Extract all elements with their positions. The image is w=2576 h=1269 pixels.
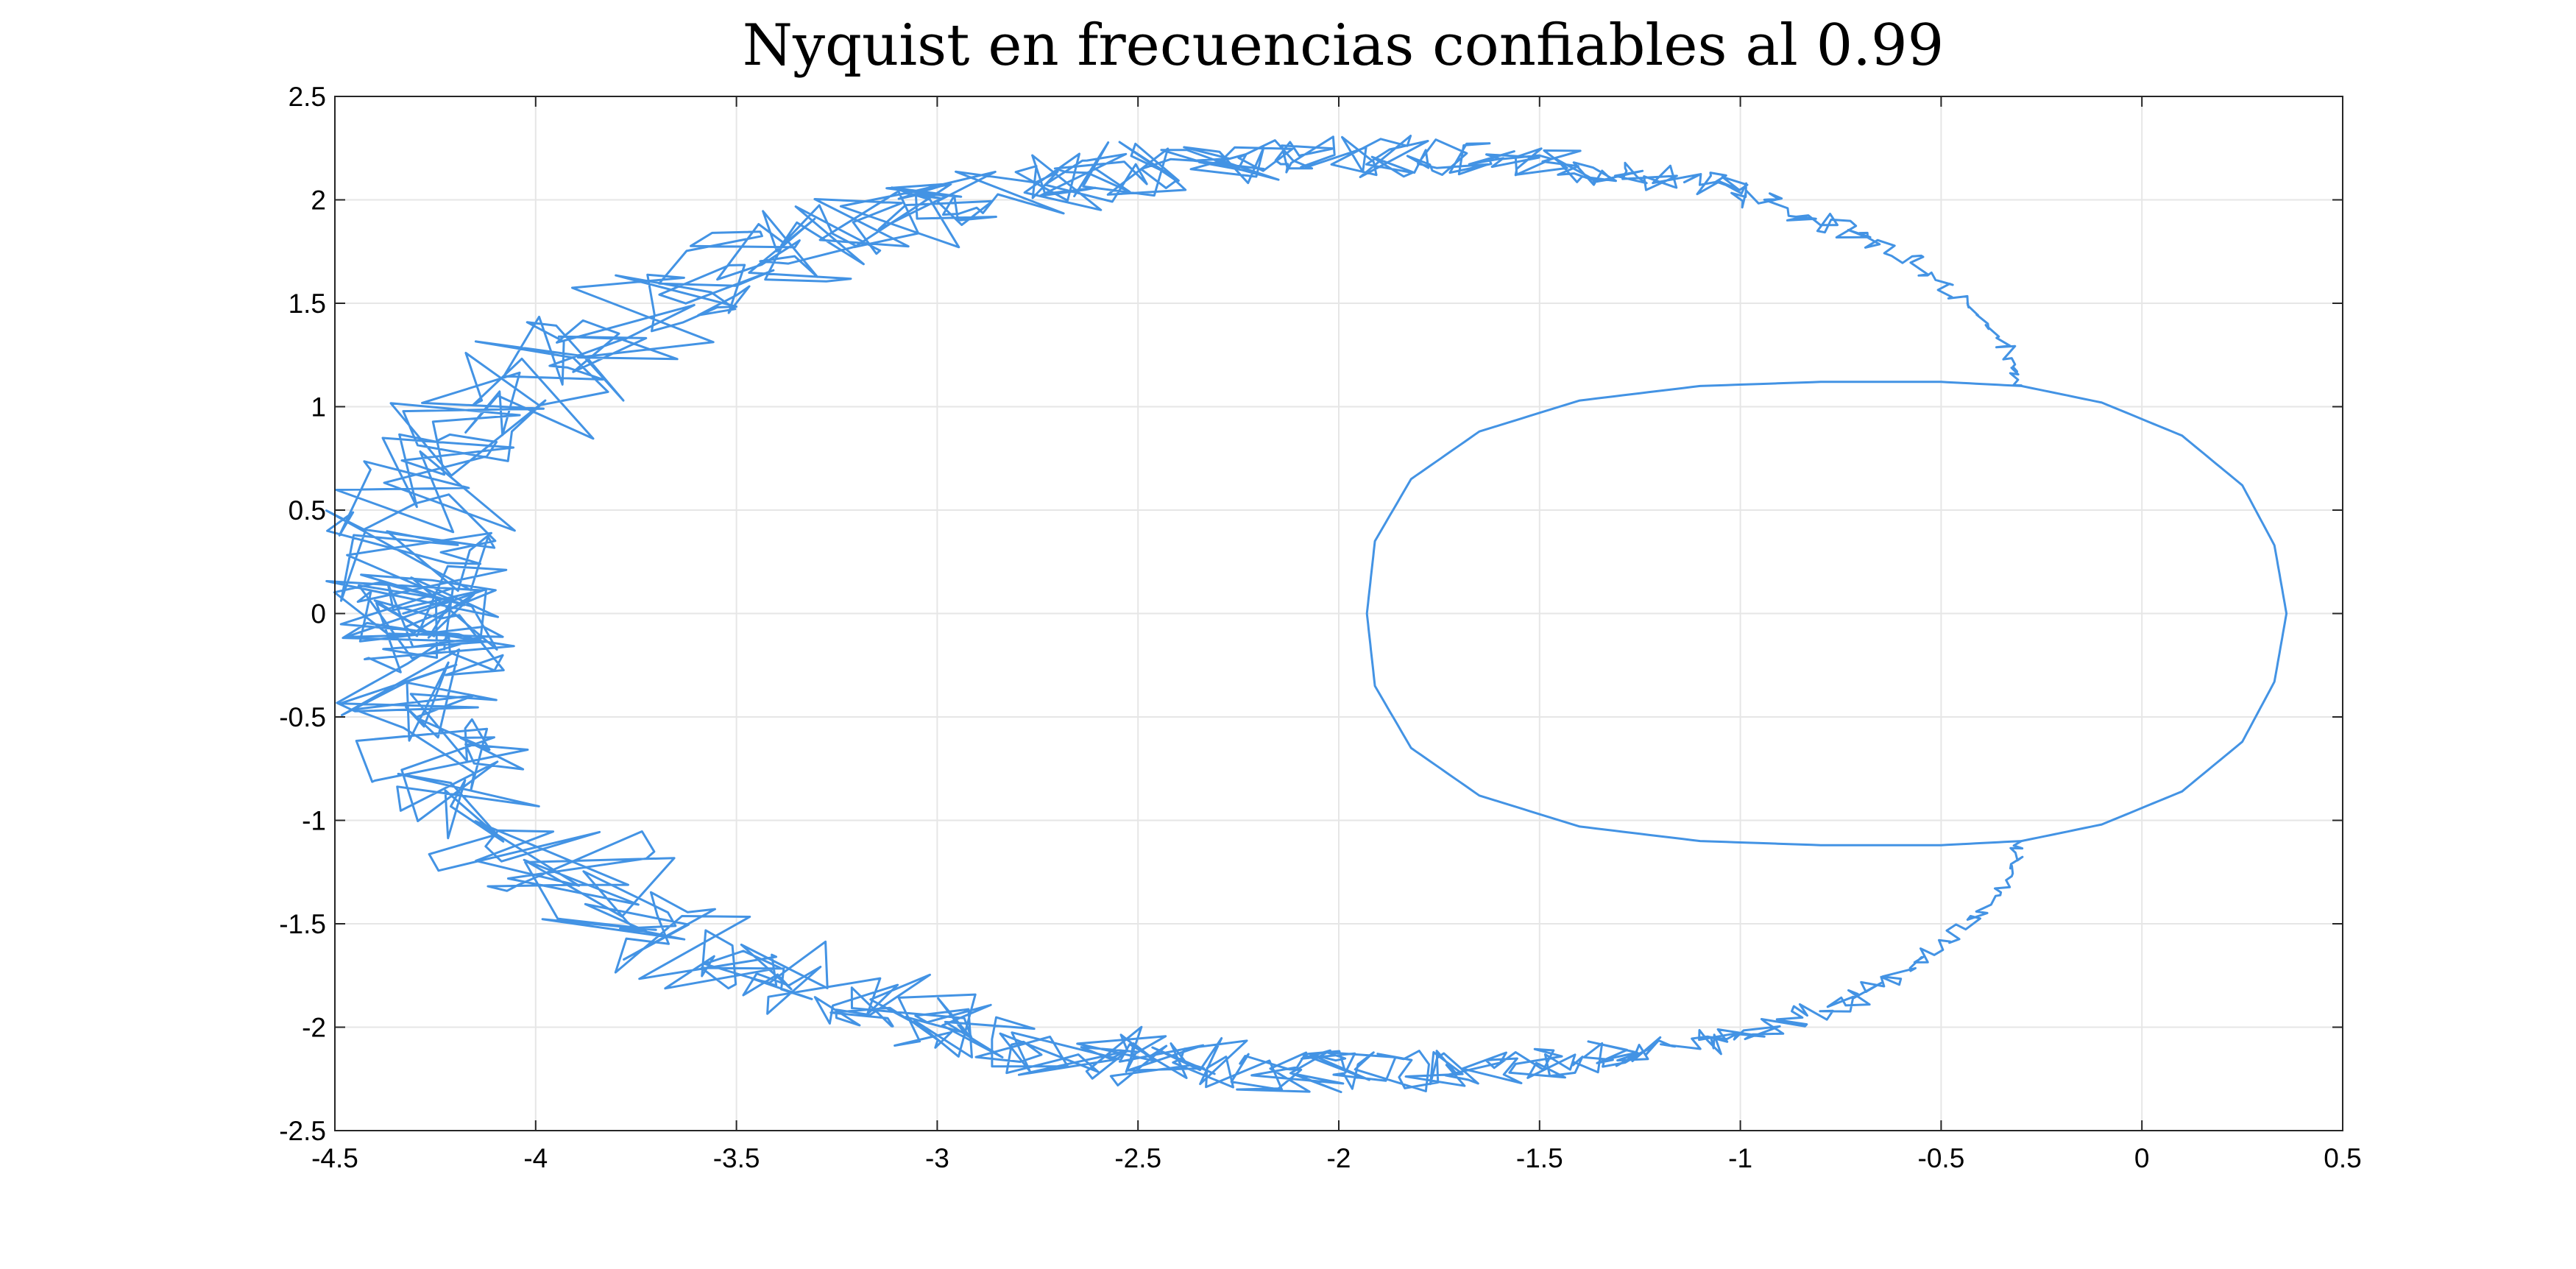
series-line [1365, 381, 2288, 846]
series-line [336, 582, 2024, 1094]
x-tick-label: 0.5 [2324, 1143, 2361, 1173]
y-tick-label: -2 [302, 1013, 326, 1043]
y-tick-label: -2.5 [279, 1116, 326, 1146]
y-tick-label: 2 [311, 185, 326, 216]
x-tick-label: -2 [1327, 1143, 1351, 1173]
y-tick-label: 1 [311, 392, 326, 423]
x-tick-label: -1.5 [1516, 1143, 1563, 1173]
y-tick-label: 0 [311, 599, 326, 629]
x-tick-label: 0 [2134, 1143, 2150, 1173]
y-tick-label: 0.5 [289, 495, 326, 526]
x-tick-label: -2.5 [1114, 1143, 1161, 1173]
chart-title: Nyquist en frecuencias confiables al 0.9… [743, 13, 1945, 79]
y-tick-label: 2.5 [289, 82, 326, 112]
x-tick-label: -4.5 [311, 1143, 358, 1173]
y-tick-label: -1.5 [279, 909, 326, 939]
x-tick-label: -0.5 [1918, 1143, 1965, 1173]
series-layer [325, 135, 2288, 1094]
y-tick-label: -0.5 [279, 702, 326, 732]
x-tick-label: -3 [925, 1143, 949, 1173]
x-tick-label: -4 [523, 1143, 548, 1173]
axes: -4.5 -4 -3.5 -3 -2.5 -2 -1.5 -1 -0.5 0 0.5 -2.5 -2 -1… [279, 82, 2361, 1173]
y-tick-label: -1 [302, 806, 326, 836]
grid [335, 96, 2343, 1131]
series-line [325, 135, 2023, 651]
y-tick-label: 1.5 [289, 289, 326, 319]
x-tick-label: -3.5 [713, 1143, 760, 1173]
x-tick-label: -1 [1728, 1143, 1752, 1173]
